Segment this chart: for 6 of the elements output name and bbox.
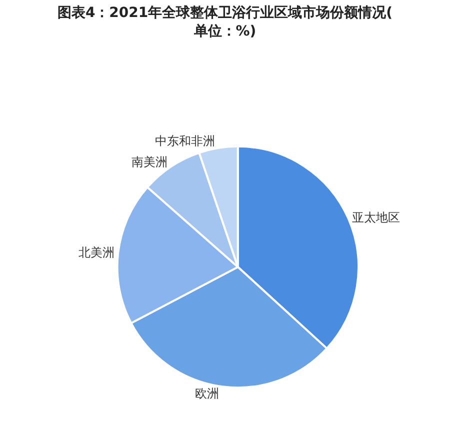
slice-label: 亚太地区 xyxy=(352,210,400,224)
slice-label: 北美洲 xyxy=(78,246,115,260)
slice-label: 欧洲 xyxy=(194,386,219,400)
slice-label: 中东和非洲 xyxy=(154,134,215,148)
chart-title: 图表4：2021年全球整体卫浴行业区域市场份额情况(单位：%) xyxy=(57,4,393,40)
slice-label: 南美洲 xyxy=(132,154,168,169)
